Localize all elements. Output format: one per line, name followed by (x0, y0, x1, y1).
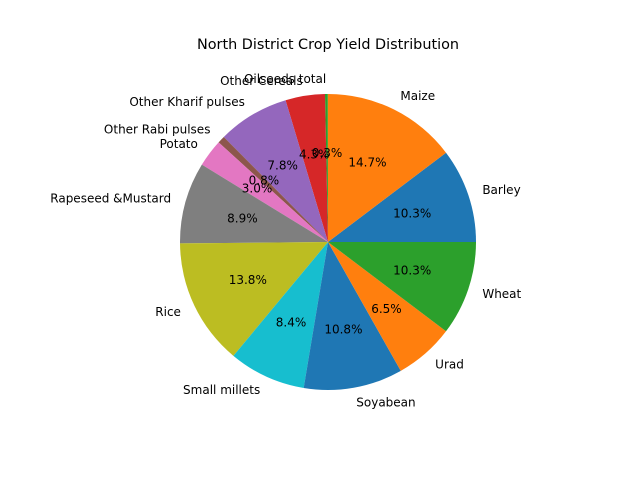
pie-label-oilseeds-total: Oilseeds total (244, 72, 326, 86)
pie-percent-maize: 14.7% (348, 155, 386, 169)
pie-slice-wheat (328, 242, 476, 332)
pie-slice-urad (328, 242, 447, 371)
pie-label-maize: Maize (400, 89, 435, 103)
pie-label-soyabean: Soyabean (356, 395, 415, 409)
pie-slice-oilseeds-total (324, 94, 328, 242)
pie-label-urad: Urad (435, 358, 464, 372)
pie-percent-urad: 6.5% (371, 302, 402, 316)
pie-percent-rapeseed-mustard: 8.9% (227, 211, 258, 225)
pie-label-wheat: Wheat (482, 287, 521, 301)
pie-slice-potato (201, 142, 328, 242)
pie-label-other-kharif-pulses: Other Kharif pulses (129, 95, 244, 109)
pie-slice-rice (180, 242, 328, 356)
pie-slice-soyabean (303, 242, 401, 390)
pie-label-potato: Potato (160, 137, 198, 151)
pie-label-rapeseed-mustard: Rapeseed &Mustard (50, 192, 171, 206)
pie-percent-rice: 13.8% (229, 273, 267, 287)
pie-label-rice: Rice (155, 305, 181, 319)
chart-title: North District Crop Yield Distribution (197, 37, 459, 53)
pie-slice-barley (328, 152, 476, 242)
pie-percent-soyabean: 10.8% (324, 322, 362, 336)
pie-slice-small-millets (233, 242, 328, 388)
pie-slice-other-cereals (285, 94, 328, 242)
pie-percent-small-millets: 8.4% (276, 316, 307, 330)
pie-label-other-cereals: Other Cereals (220, 74, 303, 88)
pie-percent-barley: 10.3% (393, 207, 431, 221)
pie-percent-labels: 10.3% 14.7% 0.3%4.3%7.8%0.8%3.0% 8.9% 13.8% 8… (227, 146, 431, 336)
pie-percent-other-kharif-pulses: 7.8% (267, 159, 298, 173)
pie-percent-potato: 3.0% (242, 182, 273, 196)
pie-percent-other-rabi-pulses: 0.8% (249, 174, 280, 188)
pie-label-barley: Barley (482, 183, 520, 197)
pie-percent-oilseeds-total: 0.3% (312, 146, 343, 160)
pie-slice-rapeseed-mustard (180, 164, 328, 244)
pie-label-other-rabi-pulses: Other Rabi pulses (104, 122, 211, 136)
pie-slices (180, 93, 476, 390)
pie-label-small-millets: Small millets (183, 383, 260, 397)
pie-percent-other-cereals: 4.3% (299, 147, 330, 161)
pie-percent-wheat: 10.3% (393, 263, 431, 277)
pie-slice-other-kharif-pulses (223, 100, 328, 242)
pie-slice-other-rabi-pulses (218, 136, 328, 242)
pie-slice-maize (327, 93, 447, 242)
